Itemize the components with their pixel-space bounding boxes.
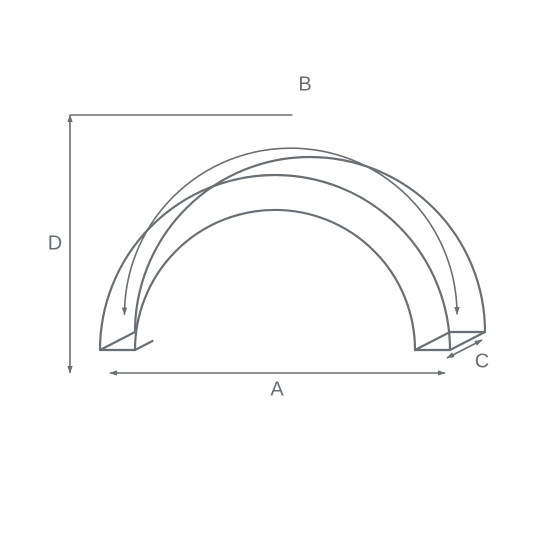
- dimension-b-arc: [124, 148, 457, 314]
- label-c: C: [475, 350, 489, 372]
- mudguard-dimension-diagram: A B C D: [0, 0, 550, 550]
- label-a: A: [270, 378, 284, 400]
- label-d: D: [48, 232, 62, 254]
- label-b: B: [298, 73, 311, 95]
- mudguard-shape: [100, 157, 485, 350]
